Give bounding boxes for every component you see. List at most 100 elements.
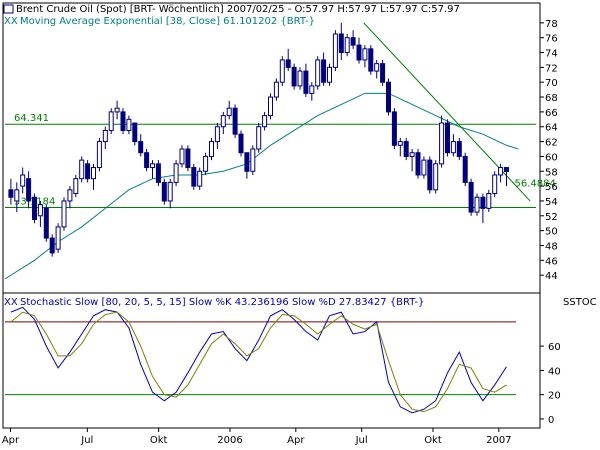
- candle-body: [91, 167, 96, 180]
- candle: [203, 152, 209, 175]
- candle-body: [102, 129, 108, 143]
- candle-body: [433, 163, 439, 191]
- candle: [468, 178, 474, 216]
- candle: [403, 137, 409, 161]
- candle-body: [61, 200, 67, 228]
- candle-body: [439, 122, 445, 165]
- candle-body: [67, 189, 73, 202]
- price-header-close: C:57.97: [421, 4, 460, 15]
- price-y-tick-label: 78: [545, 19, 558, 30]
- candle: [415, 149, 421, 179]
- candle: [120, 108, 126, 135]
- candle: [150, 160, 155, 179]
- candle: [332, 30, 338, 72]
- stoch-legend-swatch: XX: [4, 297, 18, 308]
- stoch-y-tick-label: 20: [548, 391, 561, 402]
- candle: [374, 59, 380, 79]
- stochastic-plot: [5, 306, 516, 414]
- candle: [55, 223, 61, 253]
- candle: [43, 204, 49, 242]
- candle: [61, 197, 67, 231]
- candle-body: [167, 181, 173, 202]
- candle: [297, 67, 303, 90]
- ma-legend: XX Moving Average Exponential [38, Close…: [4, 16, 315, 27]
- stoch-y-tick-label: 60: [548, 342, 561, 353]
- candle: [397, 137, 403, 157]
- last-price-label: 56.4884: [515, 178, 556, 189]
- candle: [380, 59, 386, 86]
- candle-body: [55, 226, 61, 250]
- candle-body: [268, 96, 273, 117]
- price-y-tick-label: 76: [545, 34, 558, 45]
- candle-body: [73, 178, 79, 195]
- candle-body: [486, 193, 492, 209]
- candle: [232, 104, 238, 138]
- candle: [421, 156, 427, 179]
- x-tick-label: 2006: [217, 435, 242, 446]
- candle: [362, 45, 368, 68]
- candle-body: [445, 122, 450, 154]
- candle-body: [504, 167, 509, 172]
- price-y-tick-label: 58: [545, 167, 558, 178]
- candle: [327, 63, 332, 86]
- candle-body: [32, 196, 37, 221]
- candle: [279, 56, 285, 86]
- price-y-tick-label: 46: [545, 256, 558, 267]
- price-header-open: O:57.97: [294, 4, 334, 15]
- candle-body: [409, 152, 415, 157]
- price-legend-swatch: [3, 4, 14, 14]
- candle: [209, 137, 214, 161]
- candle: [338, 22, 344, 60]
- moving-average-line: [4, 92, 519, 280]
- candle: [132, 122, 138, 146]
- x-tick-label: Apr: [287, 435, 305, 446]
- candle-body: [427, 159, 433, 191]
- candle: [155, 160, 161, 187]
- candle-body: [161, 181, 167, 202]
- candle-body: [380, 63, 386, 83]
- candle: [138, 134, 144, 157]
- candle: [439, 115, 445, 168]
- candle: [498, 163, 504, 183]
- candle-body: [150, 163, 155, 169]
- candle: [250, 145, 256, 175]
- price-y-tick-label: 70: [545, 78, 558, 89]
- candle-body: [26, 178, 32, 202]
- stoch-legend: XX Stochastic Slow [80, 20, 5, 5, 15] Sl…: [4, 297, 424, 308]
- x-tick-label: Apr: [2, 435, 20, 446]
- candle: [185, 145, 191, 172]
- candle: [244, 152, 250, 179]
- candle-body: [14, 189, 20, 202]
- candle-body: [492, 174, 498, 195]
- candle: [173, 160, 179, 187]
- candle: [492, 171, 498, 198]
- candle-body: [391, 111, 397, 146]
- candle-body: [421, 159, 427, 176]
- candle-body: [279, 59, 285, 83]
- candle: [161, 178, 167, 205]
- candle-body: [173, 163, 179, 183]
- candle-body: [43, 207, 49, 239]
- candle: [486, 189, 492, 213]
- candle: [433, 160, 439, 194]
- candle: [386, 78, 391, 116]
- candle: [214, 123, 220, 149]
- candle: [108, 108, 114, 135]
- candle: [474, 193, 480, 216]
- candle: [238, 130, 244, 157]
- candle: [91, 163, 96, 190]
- price-y-tick-label: 74: [545, 49, 558, 60]
- candle-body: [96, 141, 102, 169]
- candle: [49, 234, 55, 257]
- candle: [256, 123, 262, 153]
- candle: [450, 134, 456, 157]
- candle-body: [303, 70, 309, 94]
- candle-body: [498, 167, 504, 176]
- candle-body: [332, 33, 338, 68]
- candle: [309, 82, 315, 101]
- candle-body: [49, 237, 55, 254]
- candle-body: [450, 141, 456, 154]
- candle: [144, 149, 150, 172]
- candle-body: [214, 126, 220, 143]
